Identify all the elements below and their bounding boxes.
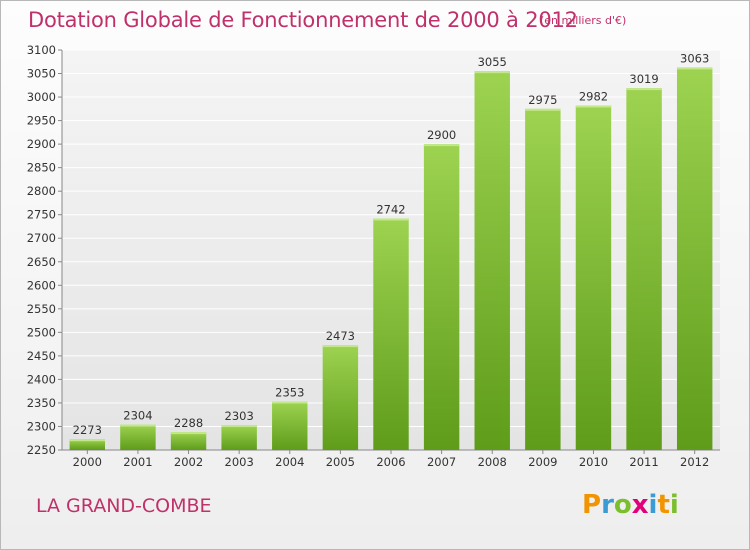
x-tick-label: 2012 [680,455,709,469]
bar-highlight [120,424,156,427]
y-tick-label: 2300 [27,419,56,433]
bar-highlight [373,218,409,221]
bar [626,88,662,450]
logo-letter: i [669,490,679,520]
data-label: 3019 [629,72,658,86]
bar [575,105,612,450]
bar [221,425,257,450]
proxiti-logo: Proxiti [582,490,679,520]
x-tick-label: 2000 [73,455,102,469]
y-tick-label: 2750 [27,208,56,222]
x-tick-label: 2011 [629,455,658,469]
logo-letter: x [631,490,649,520]
data-label: 3055 [478,55,507,69]
data-label: 2304 [123,409,152,423]
logo-letter: o [613,490,632,520]
bar [272,401,308,450]
commune-name: LA GRAND-COMBE [36,495,212,517]
y-tick-label: 2600 [27,278,56,292]
bar [322,345,359,450]
x-tick-label: 2006 [376,455,405,469]
y-tick-label: 2650 [27,255,56,269]
data-label: 2742 [376,202,405,216]
data-label: 2982 [579,90,608,104]
bar [120,424,156,450]
data-label: 2288 [174,416,203,430]
y-tick-label: 2450 [27,349,56,363]
bar [69,439,106,450]
bar-highlight [575,105,612,108]
bar-highlight [221,425,257,428]
x-tick-label: 2009 [528,455,557,469]
y-tick-label: 3000 [27,90,56,104]
x-tick-label: 2003 [225,455,254,469]
bar-highlight [626,88,662,91]
bar [525,108,561,450]
x-tick-label: 2002 [174,455,203,469]
bar-highlight [170,432,207,435]
logo-letter: i [648,490,658,520]
data-label: 2353 [275,386,304,400]
y-tick-label: 2950 [27,114,56,128]
x-tick-label: 2010 [579,455,608,469]
logo-letter: P [582,490,602,520]
x-tick-label: 2007 [427,455,456,469]
bar-highlight [322,345,359,348]
logo-letter: r [601,490,614,520]
bar-highlight [272,401,308,404]
x-tick-label: 2005 [326,455,355,469]
data-label: 2473 [326,329,355,343]
data-label: 2900 [427,128,456,142]
bar-highlight [69,439,106,442]
y-tick-label: 2350 [27,396,56,410]
y-tick-label: 2250 [27,443,56,457]
y-tick-label: 2800 [27,184,56,198]
y-tick-label: 2700 [27,231,56,245]
bar [676,67,713,450]
x-tick-label: 2008 [478,455,507,469]
chart-title: Dotation Globale de Fonctionnement de 20… [28,8,578,32]
y-tick-label: 2550 [27,302,56,316]
y-tick-label: 2500 [27,325,56,339]
bar [423,144,460,450]
logo-letter: t [657,490,670,520]
y-tick-label: 3050 [27,67,56,81]
y-tick-label: 3100 [27,43,56,57]
bar [474,71,510,451]
y-tick-label: 2900 [27,137,56,151]
y-tick-label: 2400 [27,372,56,386]
data-label: 2303 [225,409,254,423]
x-tick-label: 2001 [123,455,152,469]
x-tick-label: 2004 [275,455,304,469]
bar-highlight [474,71,510,74]
data-label: 2975 [528,93,557,107]
bar-highlight [525,108,561,111]
bar [373,218,409,450]
bar-highlight [423,144,460,147]
bar [170,432,207,450]
data-label: 2273 [73,423,102,437]
data-label: 3063 [680,51,709,65]
chart-subtitle: (en milliers d'€) [540,14,627,27]
bar-highlight [676,67,713,70]
y-tick-label: 2850 [27,161,56,175]
